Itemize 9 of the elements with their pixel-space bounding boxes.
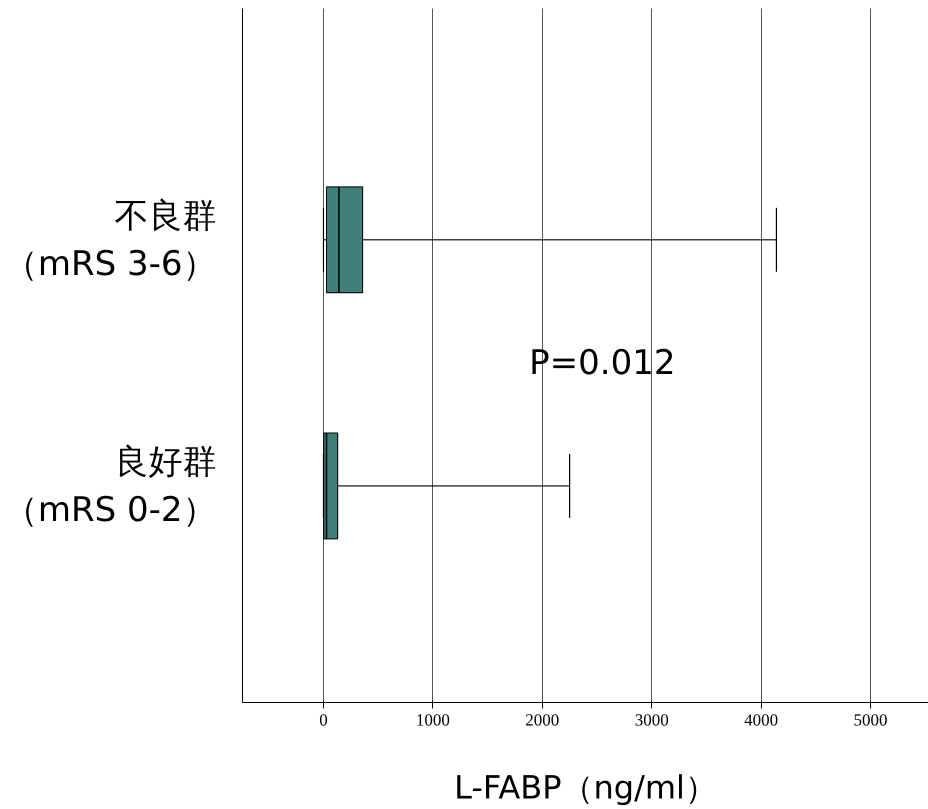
y-tick-label: 良好群（mRS 0-2） [4,442,217,530]
x-tick-label: 0 [319,710,328,730]
x-tick-label: 5000 [854,710,888,730]
x-tick-label: 3000 [634,710,669,730]
x-tick-label: 2000 [525,710,560,730]
y-tick-label: 不良群（mRS 3-6） [4,196,217,284]
x-tick-label: 4000 [744,710,778,730]
x-axis-title: L-FABP（ng/ml） [454,768,717,806]
x-tick-label: 1000 [416,710,450,730]
